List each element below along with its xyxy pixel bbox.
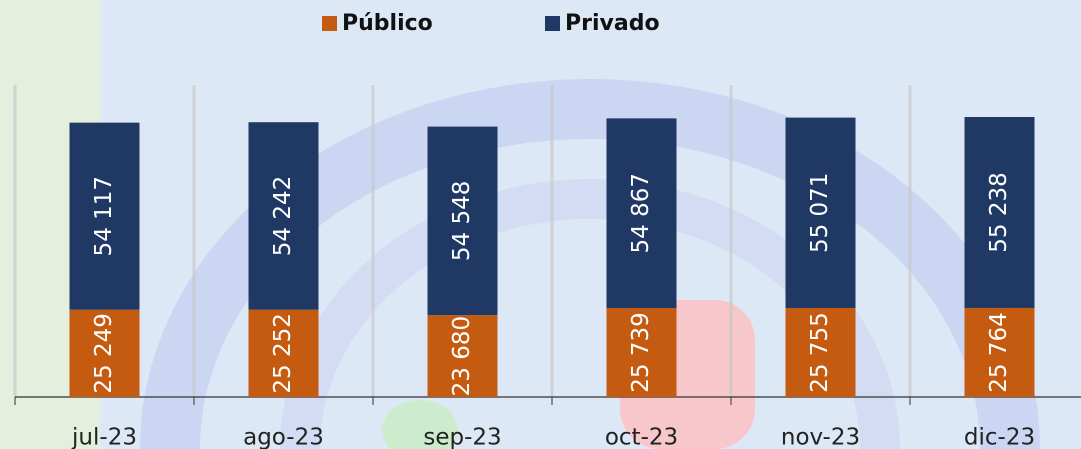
data-label: 54 242 — [270, 176, 296, 256]
data-label: 54 867 — [628, 173, 654, 253]
data-label: 25 249 — [91, 313, 117, 393]
legend-swatch — [545, 16, 560, 31]
data-label: 54 548 — [449, 181, 475, 261]
legend-label: Público — [342, 11, 433, 36]
chart: jul-23 25 249 54 117 ago-23 25 252 54 242 sep-… — [0, 0, 1081, 449]
x-tick-label: jul-23 — [71, 425, 137, 449]
x-tick-label: ago-23 — [243, 425, 324, 449]
data-label: 25 764 — [986, 312, 1012, 392]
data-label: 55 071 — [807, 173, 833, 253]
x-tick-label: sep-23 — [423, 425, 501, 449]
data-label: 55 238 — [986, 172, 1012, 252]
legend-swatch — [322, 16, 337, 31]
data-label: 25 739 — [628, 312, 654, 392]
data-label: 54 117 — [91, 176, 117, 256]
x-tick-label: nov-23 — [781, 425, 860, 449]
data-label: 25 252 — [270, 313, 296, 393]
legend-label: Privado — [565, 11, 660, 36]
x-tick-label: oct-23 — [605, 425, 678, 449]
data-label: 23 680 — [449, 316, 475, 396]
x-tick-label: dic-23 — [964, 425, 1035, 449]
data-label: 25 755 — [807, 312, 833, 392]
